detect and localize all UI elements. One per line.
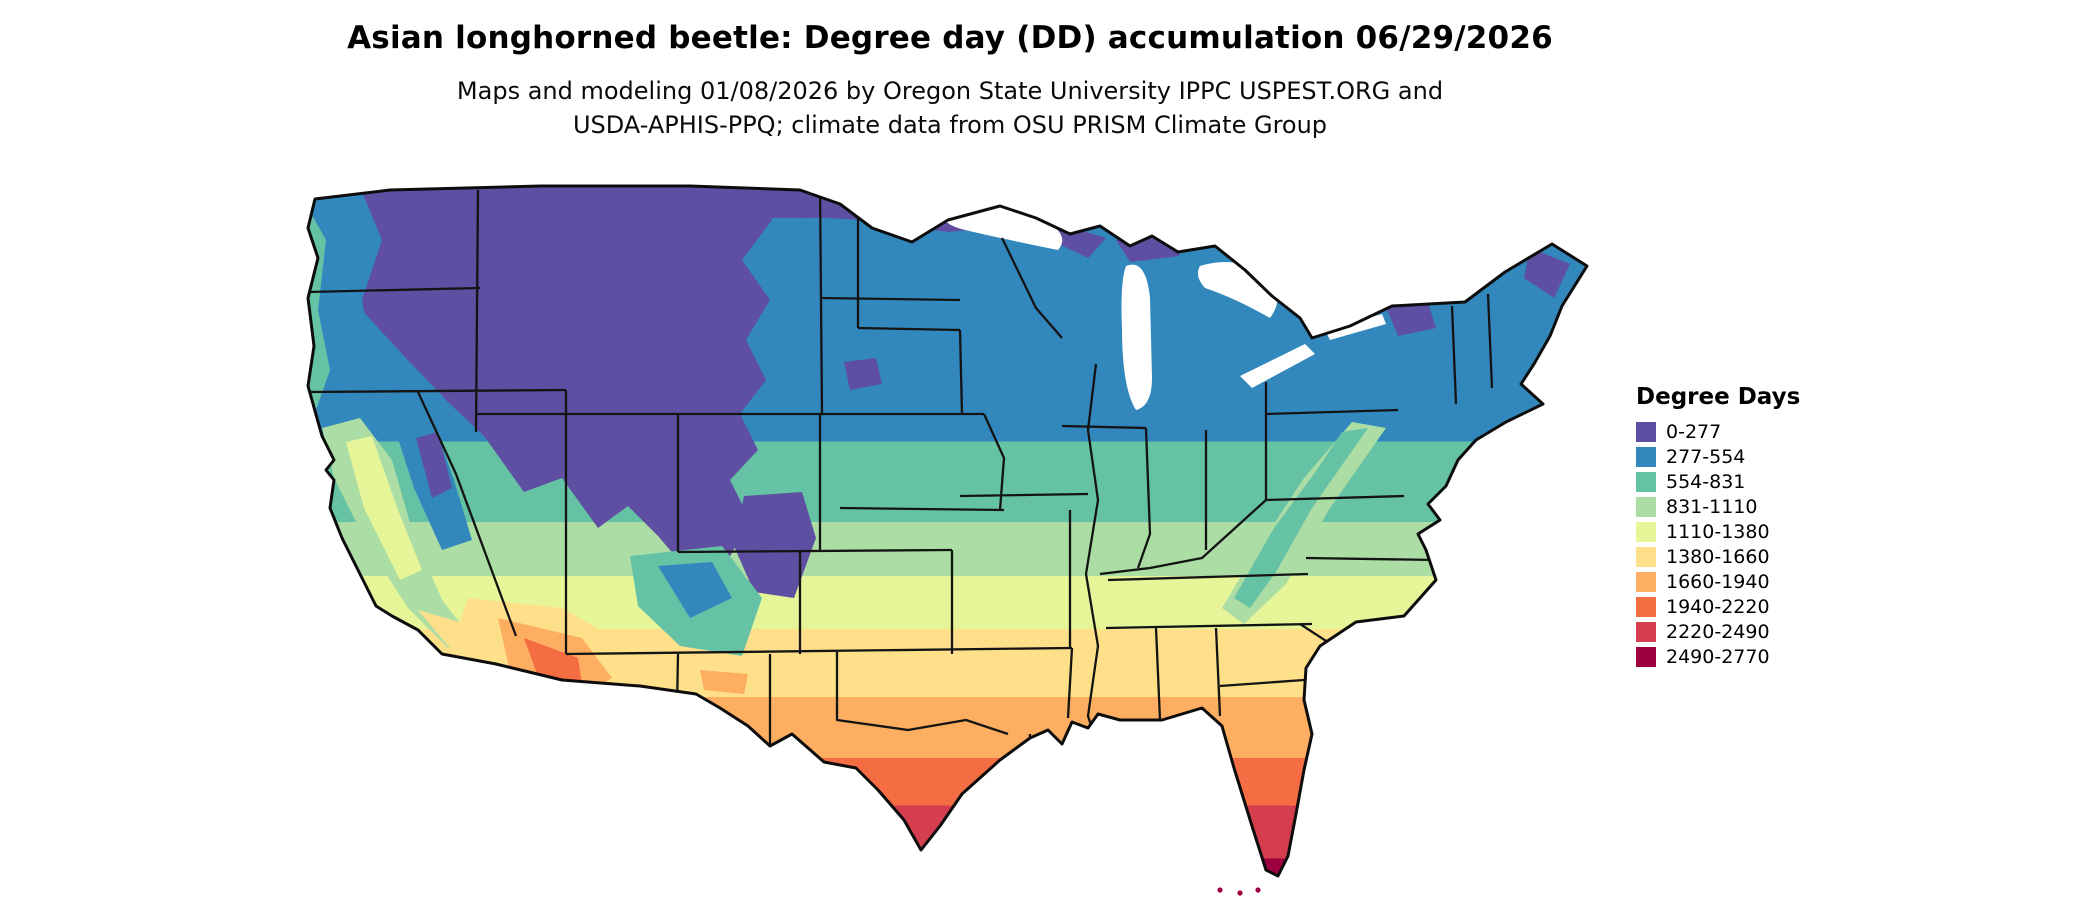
legend-swatch: [1636, 646, 1656, 667]
region-arizona-desert-core-high-dd: [524, 638, 582, 684]
legend-entry-label: 0-277: [1666, 420, 1722, 443]
region-mountain-west-low-dd: [328, 190, 772, 578]
legend-entry-label: 2490-2770: [1666, 645, 1770, 668]
region-new-mexico-mountains: [658, 562, 732, 618]
map-fill-layers: [308, 186, 1587, 876]
legend-swatch: [1636, 446, 1656, 467]
legend-entry-label: 1110-1380: [1666, 520, 1770, 543]
region-northern-maine-low-dd: [1524, 248, 1570, 298]
florida-keys-dot: [1255, 887, 1261, 893]
us-outline: [306, 184, 1589, 878]
legend: Degree Days 0-277 277-554 554-831 831-1110 1…: [1636, 384, 1800, 669]
legend-entry: 1940-2220: [1636, 594, 1800, 619]
chart-header: Asian longhorned beetle: Degree day (DD)…: [0, 20, 1900, 142]
legend-swatch: [1636, 571, 1656, 592]
state-borders: [308, 186, 1494, 787]
us-degree-day-map: [306, 184, 1589, 896]
legend-entries: 0-277 277-554 554-831 831-1110 1110-1380 1380…: [1636, 419, 1800, 669]
legend-entry: 277-554: [1636, 444, 1800, 469]
lake-michigan: [1121, 264, 1152, 410]
legend-entry-label: 277-554: [1666, 445, 1746, 468]
legend-entry-label: 2220-2490: [1666, 620, 1770, 643]
legend-swatch: [1636, 471, 1656, 492]
legend-entry-label: 831-1110: [1666, 495, 1758, 518]
region-central-valley: [346, 436, 422, 580]
legend-entry: 831-1110: [1636, 494, 1800, 519]
legend-entry: 1110-1380: [1636, 519, 1800, 544]
chart-subtitle: Maps and modeling 01/08/2026 by Oregon S…: [0, 74, 1900, 142]
lake-erie: [1240, 344, 1315, 388]
region-sierra-crest-low-dd: [416, 432, 452, 498]
legend-entry: 2490-2770: [1636, 644, 1800, 669]
legend-swatch: [1636, 546, 1656, 567]
legend-swatch: [1636, 521, 1656, 542]
chart-subtitle-line1: Maps and modeling 01/08/2026 by Oregon S…: [456, 77, 1444, 105]
legend-swatch: [1636, 421, 1656, 442]
legend-entry: 1380-1660: [1636, 544, 1800, 569]
florida-keys-dot: [1237, 890, 1243, 896]
legend-swatch: [1636, 496, 1656, 517]
chart-title: Asian longhorned beetle: Degree day (DD)…: [347, 20, 1553, 56]
legend-entry-label: 1940-2220: [1666, 595, 1770, 618]
region-appalachians-core: [1234, 428, 1368, 608]
legend-swatch: [1636, 621, 1656, 642]
chart-subtitle-line2: USDA-APHIS-PPQ; climate data from OSU PR…: [572, 111, 1328, 139]
region-colorado-rockies-low-dd: [734, 492, 816, 598]
florida-keys-dot: [1217, 887, 1223, 893]
map-area: [300, 178, 1600, 902]
legend-entry: 1660-1940: [1636, 569, 1800, 594]
lake-ontario: [1325, 314, 1386, 340]
legend-entry: 2220-2490: [1636, 619, 1800, 644]
legend-entry: 0-277: [1636, 419, 1800, 444]
legend-entry: 554-831: [1636, 469, 1800, 494]
region-black-hills-low-dd: [844, 358, 882, 390]
legend-entry-label: 1660-1940: [1666, 570, 1770, 593]
legend-title: Degree Days: [1636, 384, 1801, 410]
legend-entry-label: 1380-1660: [1666, 545, 1770, 568]
legend-entry-label: 554-831: [1666, 470, 1746, 493]
legend-swatch: [1636, 596, 1656, 617]
region-el-paso-basin: [700, 670, 748, 694]
